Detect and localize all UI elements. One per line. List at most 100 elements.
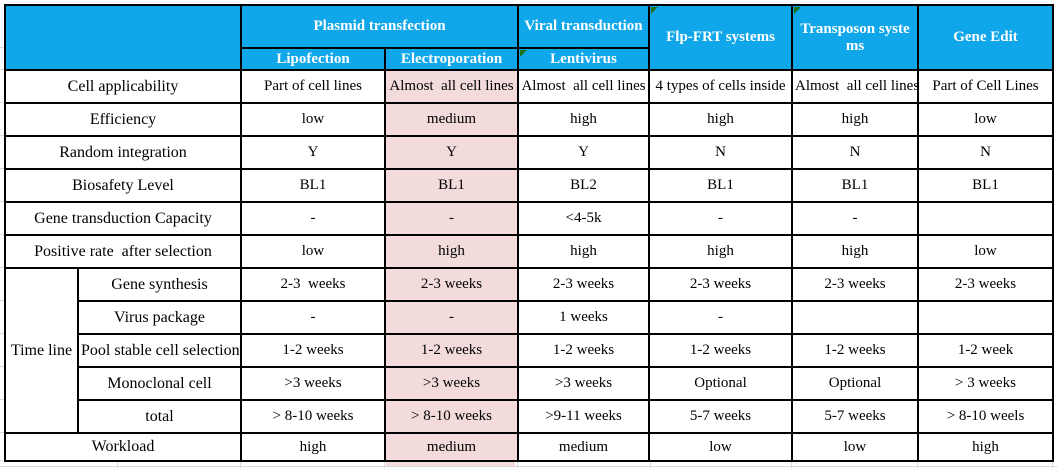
cell[interactable]: Y [240, 135, 386, 170]
cell[interactable]: N [791, 135, 920, 170]
cell[interactable]: BL1 [791, 168, 920, 203]
cell[interactable]: >9-11 weeks [517, 399, 651, 434]
cell[interactable]: 2-3 weeks [517, 267, 651, 302]
cell[interactable]: Almost all cell lines [791, 69, 920, 104]
cell[interactable] [791, 300, 920, 335]
cell[interactable]: Almost all cell lines [517, 69, 651, 104]
cell[interactable]: high [917, 432, 1055, 462]
cell[interactable]: - [383, 201, 520, 236]
cell[interactable]: - [240, 300, 386, 335]
row-label[interactable]: Biosafety Level [4, 168, 242, 203]
corner-cell[interactable] [4, 4, 242, 71]
cell[interactable]: low [917, 102, 1055, 137]
cell[interactable]: BL2 [517, 168, 651, 203]
header-lentivirus[interactable]: Lentivirus [517, 47, 651, 71]
cell[interactable]: low [240, 102, 386, 137]
cell[interactable]: high [648, 234, 794, 269]
cell[interactable]: low [791, 432, 920, 462]
cell[interactable]: Part of Cell Lines [917, 69, 1055, 104]
cell[interactable]: >3 weeks [383, 366, 520, 401]
header-gene-edit[interactable]: Gene Edit [917, 4, 1055, 71]
cell[interactable]: high [791, 234, 920, 269]
cell[interactable]: low [240, 234, 386, 269]
header-plasmid-transfection[interactable]: Plasmid transfection [239, 4, 520, 49]
highlight-column-overflow [386, 459, 515, 466]
cell[interactable]: - [648, 300, 794, 335]
cell[interactable]: > 8-10 weeks [383, 399, 520, 434]
cell[interactable]: > 3 weeks [917, 366, 1055, 401]
cell[interactable]: 2-3 weeks [791, 267, 920, 302]
cell[interactable]: 2-3 weeks [383, 267, 520, 302]
cell[interactable]: 1-2 week [917, 333, 1055, 368]
cell[interactable]: Almost all cell lines [383, 69, 520, 104]
cell[interactable]: medium [383, 102, 520, 137]
cell[interactable]: >3 weeks [517, 366, 651, 401]
cell[interactable]: low [648, 432, 794, 462]
cell[interactable]: Part of cell lines [240, 69, 386, 104]
row-label[interactable]: Gene transduction Capacity [4, 201, 242, 236]
cell[interactable]: - [791, 201, 920, 236]
cell[interactable]: > 8-10 weels [917, 399, 1055, 434]
cell[interactable]: high [648, 102, 794, 137]
cell[interactable]: 2-3 weeks [648, 267, 794, 302]
cell[interactable]: 1-2 weeks [791, 333, 920, 368]
cell[interactable]: 4 types of cells inside [648, 69, 794, 104]
cell[interactable]: high [517, 102, 651, 137]
cell[interactable]: medium [383, 432, 520, 462]
row-label[interactable]: Workload [4, 432, 242, 462]
cell[interactable]: high [791, 102, 920, 137]
cell[interactable]: 1-2 weeks [383, 333, 520, 368]
gridline-stub [650, 461, 651, 468]
row-sublabel[interactable]: Monoclonal cell [77, 366, 242, 401]
error-triangle-icon [651, 7, 659, 14]
cell[interactable] [917, 300, 1055, 335]
cell[interactable]: N [648, 135, 794, 170]
cell[interactable]: 5-7 weeks [648, 399, 794, 434]
cell[interactable]: BL1 [240, 168, 386, 203]
cell[interactable]: BL1 [917, 168, 1055, 203]
row-sublabel[interactable]: Gene synthesis [77, 267, 242, 302]
cell[interactable]: - [383, 300, 520, 335]
cell[interactable]: - [240, 201, 386, 236]
header-flp-frt-systems[interactable]: Flp-FRT systems [648, 4, 794, 71]
cell[interactable]: high [240, 432, 386, 462]
row-label[interactable]: Cell applicability [4, 69, 242, 104]
header-transposon-systems[interactable]: Transposon syste ms [791, 4, 920, 71]
cell[interactable]: > 8-10 weeks [240, 399, 386, 434]
cell[interactable]: Optional [791, 366, 920, 401]
cell[interactable]: BL1 [383, 168, 520, 203]
row-label[interactable]: Efficiency [4, 102, 242, 137]
cell[interactable]: <4-5k [517, 201, 651, 236]
gridline-stub [0, 399, 4, 400]
cell[interactable]: 1 weeks [517, 300, 651, 335]
cell[interactable]: 1-2 weeks [517, 333, 651, 368]
cell[interactable]: 2-3 weeks [917, 267, 1055, 302]
cell[interactable]: >3 weeks [240, 366, 386, 401]
timeline-group-label[interactable]: Time line [4, 267, 79, 434]
cell[interactable]: Optional [648, 366, 794, 401]
row-sublabel[interactable]: total [77, 399, 242, 434]
cell[interactable]: Y [383, 135, 520, 170]
row-sublabel[interactable]: Virus package [77, 300, 242, 335]
cell[interactable]: low [917, 234, 1055, 269]
row-label[interactable]: Positive rate after selection [4, 234, 242, 269]
header-viral-transduction[interactable]: Viral transduction [517, 4, 651, 49]
cell[interactable]: 1-2 weeks [240, 333, 386, 368]
cell[interactable]: BL1 [648, 168, 794, 203]
header-lipofection[interactable]: Lipofection [240, 47, 386, 71]
row-sublabel[interactable]: Pool stable cell selection [77, 333, 242, 368]
cell[interactable]: 5-7 weeks [791, 399, 920, 434]
cell[interactable]: 2-3 weeks [240, 267, 386, 302]
cell[interactable]: N [917, 135, 1055, 170]
cell[interactable]: high [383, 234, 520, 269]
cell[interactable]: Y [517, 135, 651, 170]
cell[interactable]: 1-2 weeks [648, 333, 794, 368]
cell[interactable]: high [517, 234, 651, 269]
cell[interactable]: - [648, 201, 794, 236]
cell[interactable]: medium [517, 432, 651, 462]
row-monoclonal-cell: Monoclonal cell >3 weeks >3 weeks >3 wee… [5, 366, 1055, 401]
row-label[interactable]: Random integration [4, 135, 242, 170]
header-electroporation[interactable]: Electroporation [383, 47, 520, 71]
cell[interactable] [917, 201, 1055, 236]
gridline-stub [0, 432, 4, 433]
